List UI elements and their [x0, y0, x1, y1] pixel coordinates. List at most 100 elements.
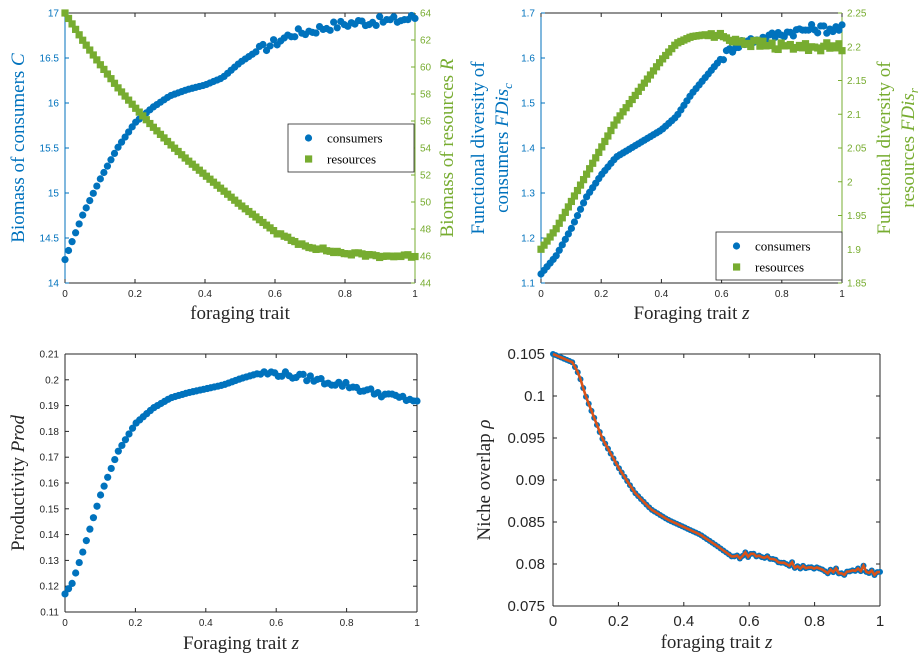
data-point [100, 168, 108, 177]
data-point [72, 569, 80, 577]
x-tick-label: 0 [549, 613, 557, 630]
data-point [107, 156, 115, 164]
resources-series [537, 29, 846, 253]
data-point [333, 24, 341, 32]
legend-label-consumers: consumers [755, 239, 811, 254]
data-point [93, 182, 101, 190]
data-point [376, 13, 384, 21]
y-tick-label-left: 0.16 [40, 479, 60, 490]
y-tick-label-left: 0.15 [40, 504, 60, 515]
data-point [814, 29, 822, 37]
y-tick-label-right: 2.05 [847, 144, 867, 155]
y-tick-label-left: 0.08 [516, 556, 545, 573]
data-point [589, 159, 597, 167]
data-point [759, 37, 767, 45]
y-tick-label-left: 1.1 [521, 279, 535, 290]
data-point [649, 67, 658, 75]
y-tick-label-left: 0.13 [40, 556, 60, 567]
data-point [619, 108, 627, 116]
data-point [125, 430, 133, 438]
y-tick-label-left: 0.085 [507, 514, 545, 531]
data-point [628, 95, 636, 104]
data-point [75, 220, 83, 228]
x-tick-label: 0.6 [269, 618, 283, 629]
y-tick-label-right: 54 [420, 144, 432, 155]
data-point [390, 13, 398, 21]
legend-box [715, 231, 843, 281]
data-point [82, 537, 90, 545]
data-point [128, 424, 137, 432]
data-point [576, 205, 585, 213]
data-point [111, 455, 119, 464]
data-point [640, 79, 648, 87]
legend-marker-consumers [304, 134, 313, 142]
data-point [68, 579, 76, 588]
data-point [756, 42, 764, 50]
y-tick-label-left: 0.095 [507, 430, 545, 447]
data-point [100, 482, 108, 490]
x-tick-label: 0.6 [739, 613, 760, 630]
data-point [72, 25, 80, 33]
data-point [655, 59, 664, 67]
legend-marker-consumers [732, 242, 741, 250]
data-point [64, 246, 73, 255]
y-tick-label-left: 15 [48, 189, 60, 200]
data-point [100, 65, 108, 73]
data-point [622, 104, 630, 112]
data-point [567, 197, 576, 206]
data-point [558, 214, 566, 222]
data-point [104, 473, 112, 481]
data-point [786, 40, 794, 49]
data-point [117, 138, 126, 146]
data-point [79, 548, 87, 556]
data-point [543, 237, 551, 245]
data-point [625, 100, 633, 108]
data-point [64, 14, 73, 23]
x-tick-label: 0.8 [338, 289, 352, 300]
x-axis-label: Foraging trait z [633, 303, 750, 324]
data-point [306, 372, 314, 380]
data-point [103, 162, 112, 170]
x-tick-label: 0.2 [594, 289, 608, 300]
data-point [807, 21, 816, 29]
y-axis-label-right: Biomass of resources R [437, 58, 458, 237]
y-tick-label-left: 1.4 [521, 144, 535, 155]
y-tick-label-right: 52 [420, 171, 432, 182]
functional-diversity-chart: 0 0.2 0.4 0.6 0.8 1 1.1 1.2 1.3 1.4 1.5 1.6 1.7 1.85 1… [468, 9, 921, 325]
y-tick-label-left: 0.105 [507, 346, 545, 363]
data-point [576, 181, 585, 189]
data-point [299, 370, 307, 378]
data-point [114, 143, 122, 151]
data-point [121, 92, 129, 100]
data-point [592, 154, 600, 162]
y-tick-label-right: 56 [420, 117, 432, 128]
data-point [607, 126, 615, 135]
y-tick-label-right: 1.85 [847, 279, 867, 290]
y-tick-label-left: 14.5 [40, 234, 60, 245]
data-point [820, 22, 828, 30]
resources-series [61, 9, 419, 262]
data-point [789, 32, 797, 40]
data-point [564, 230, 572, 238]
y-tick-label-right: 50 [420, 198, 432, 209]
data-point [96, 175, 104, 183]
data-point [564, 203, 572, 211]
y-tick-label-right: 62 [420, 36, 432, 47]
x-axis-label: Foraging trait z [183, 633, 300, 654]
data-point [146, 119, 154, 128]
data-point [110, 79, 119, 87]
data-point [342, 378, 350, 387]
data-point [631, 91, 639, 100]
x-tick-label: 1 [412, 289, 418, 300]
data-point [753, 36, 761, 44]
data-point [573, 212, 582, 220]
x-tick-label: 1 [839, 289, 845, 300]
x-tick-label: 0.8 [340, 618, 354, 629]
x-tick-label: 0.8 [804, 613, 825, 630]
y-axis-label-right-line2: resources FDisr [898, 87, 921, 208]
data-point [291, 33, 299, 41]
legend: consumers resources [715, 231, 843, 281]
data-point [555, 246, 563, 254]
data-point [103, 70, 112, 78]
data-point [598, 143, 606, 151]
